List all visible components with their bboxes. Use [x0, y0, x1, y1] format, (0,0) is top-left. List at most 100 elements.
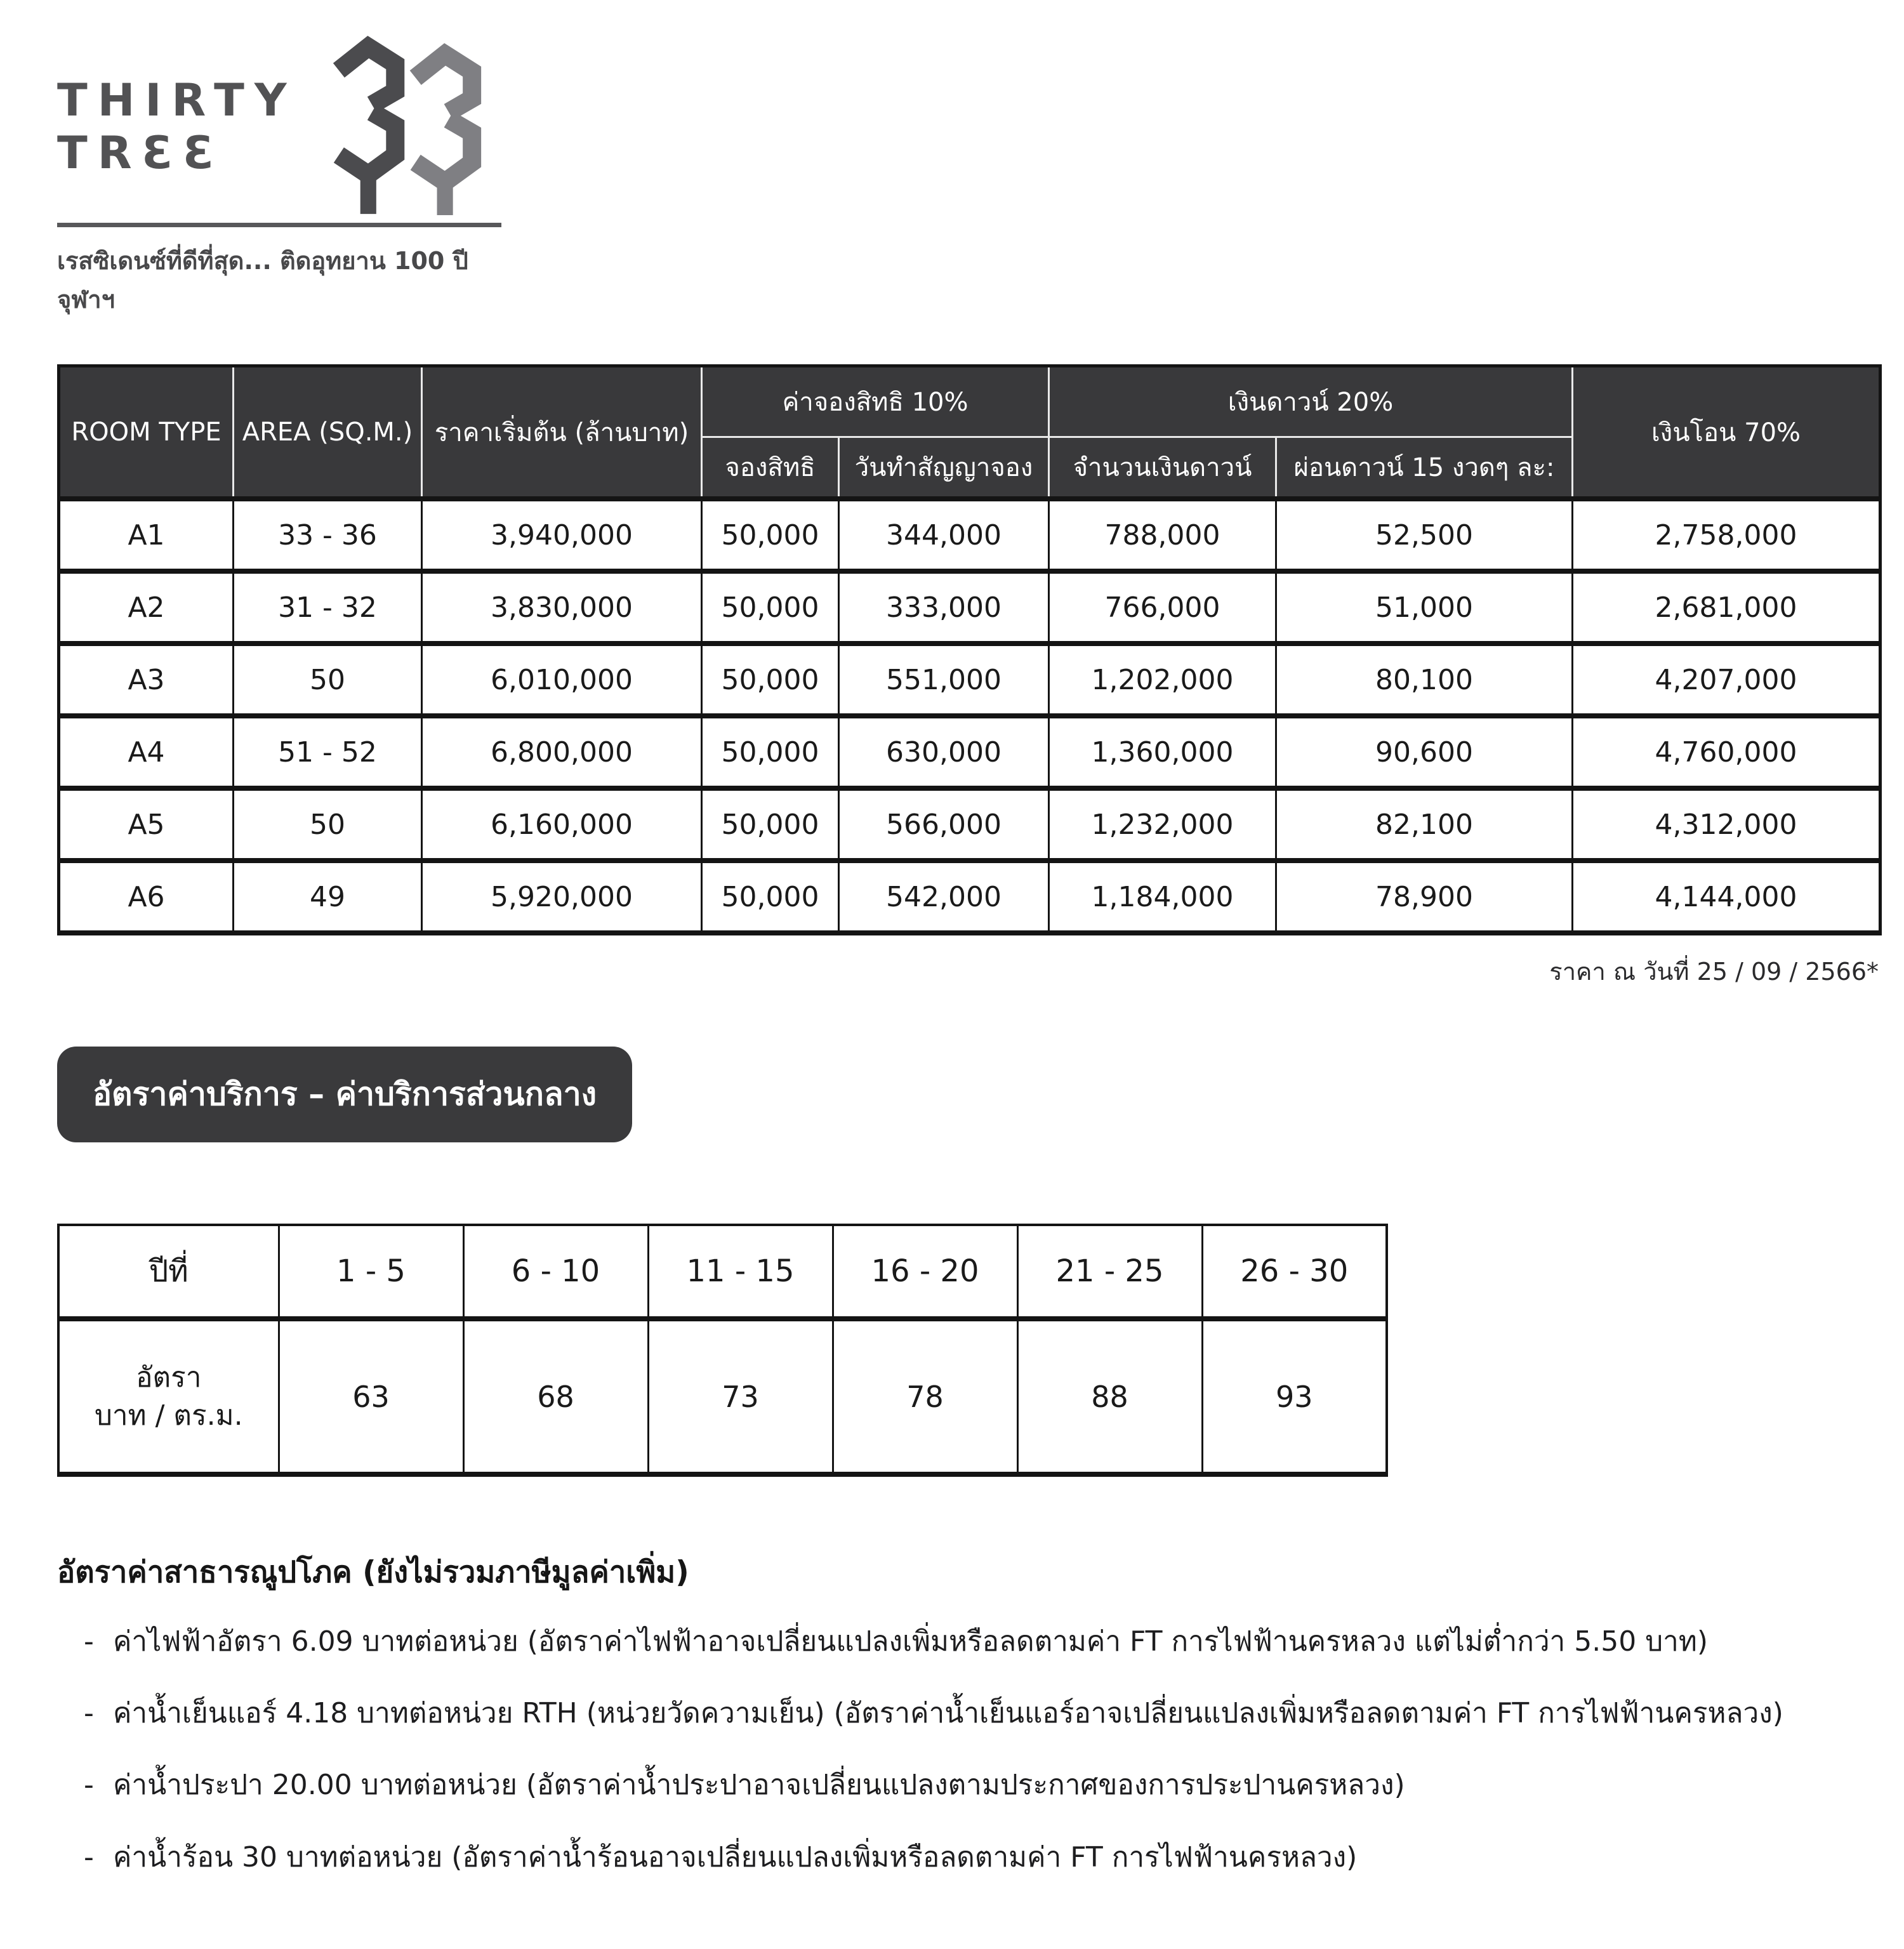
- service-year-range: 1 - 5: [277, 1224, 465, 1320]
- cell-room-type: A4: [58, 713, 234, 790]
- cell-installment: 78,900: [1274, 858, 1574, 935]
- cell-transfer: 2,681,000: [1571, 569, 1882, 645]
- bullet-dash: -: [84, 1769, 94, 1802]
- utility-item-text: ค่าน้ำประปา 20.00 บาทต่อหน่วย (อัตราค่าน…: [113, 1769, 1405, 1802]
- cell-down: 788,000: [1048, 496, 1277, 572]
- cell-booking: 50,000: [701, 496, 840, 572]
- cell-area: 51 - 52: [232, 713, 423, 790]
- col-header-down-amount: จำนวนเงินดาวน์: [1048, 436, 1277, 500]
- cell-room-type: A6: [58, 858, 234, 935]
- cell-down: 1,202,000: [1048, 641, 1277, 717]
- service-rates-row: อัตรา บาท / ตร.ม. 63 68 73 78 88 93: [57, 1316, 1388, 1477]
- cell-area: 33 - 36: [232, 496, 423, 572]
- col-header-starting-price: ราคาเริ่มต้น (ล้านบาท): [421, 365, 703, 500]
- cell-contract: 551,000: [838, 641, 1050, 717]
- list-item: - ค่าน้ำร้อน 30 บาทต่อหน่วย (อัตราค่าน้ำ…: [57, 1839, 1879, 1875]
- cell-down: 1,360,000: [1048, 713, 1277, 790]
- cell-booking: 50,000: [701, 569, 840, 645]
- service-year-range: 11 - 15: [647, 1224, 834, 1320]
- service-year-range: 6 - 10: [462, 1224, 649, 1320]
- col-header-transfer: เงินโอน 70%: [1571, 365, 1882, 500]
- cell-price: 6,010,000: [421, 641, 703, 717]
- service-rate-label-line2: บาท / ตร.ม.: [94, 1399, 243, 1432]
- cell-contract: 630,000: [838, 713, 1050, 790]
- cell-room-type: A5: [58, 786, 234, 862]
- price-table-header: ROOM TYPE AREA (SQ.M.) ราคาเริ่มต้น (ล้า…: [58, 365, 1882, 500]
- cell-transfer: 4,144,000: [1571, 858, 1882, 935]
- cell-installment: 51,000: [1274, 569, 1574, 645]
- service-year-label: ปีที่: [57, 1224, 280, 1320]
- table-row: A6 49 5,920,000 50,000 542,000 1,184,000…: [58, 858, 1882, 935]
- cell-booking: 50,000: [701, 858, 840, 935]
- cell-contract: 566,000: [838, 786, 1050, 862]
- cell-booking: 50,000: [701, 641, 840, 717]
- service-rate-value: 88: [1016, 1316, 1203, 1477]
- cell-down: 1,232,000: [1048, 786, 1277, 862]
- service-rate-value: 93: [1201, 1316, 1388, 1477]
- price-date-note: ราคา ณ วันที่ 25 / 09 / 2566*: [1549, 958, 1879, 986]
- cell-area: 50: [232, 786, 423, 862]
- cell-room-type: A1: [58, 496, 234, 572]
- table-row: A5 50 6,160,000 50,000 566,000 1,232,000…: [58, 786, 1882, 862]
- col-header-booking: จองสิทธิ: [701, 436, 840, 500]
- utility-item-text: ค่าน้ำเย็นแอร์ 4.18 บาทต่อหน่วย RTH (หน่…: [113, 1697, 1783, 1730]
- cell-area: 50: [232, 641, 423, 717]
- logo-33-tree-icon: [333, 36, 481, 215]
- col-header-down-group: เงินดาวน์ 20%: [1047, 365, 1574, 438]
- cell-area: 31 - 32: [232, 569, 423, 645]
- cell-down: 766,000: [1048, 569, 1277, 645]
- cell-price: 3,830,000: [421, 569, 703, 645]
- cell-transfer: 2,758,000: [1571, 496, 1882, 572]
- price-table-body: A1 33 - 36 3,940,000 50,000 344,000 788,…: [58, 496, 1882, 935]
- cell-room-type: A3: [58, 641, 234, 717]
- cell-room-type: A2: [58, 569, 234, 645]
- list-item: - ค่าน้ำเย็นแอร์ 4.18 บาทต่อหน่วย RTH (ห…: [57, 1695, 1879, 1731]
- brand-header: THIRTY TRƐƐ เรสซิเดนซ์ที่ดีที่สุด... ติด…: [57, 35, 508, 319]
- cell-installment: 52,500: [1274, 496, 1574, 572]
- service-rate-label: อัตรา บาท / ตร.ม.: [57, 1316, 280, 1477]
- col-header-room-type: ROOM TYPE: [58, 365, 234, 500]
- cell-contract: 344,000: [838, 496, 1050, 572]
- service-years-row: ปีที่ 1 - 5 6 - 10 11 - 15 16 - 20 21 - …: [57, 1224, 1388, 1320]
- table-row: A4 51 - 52 6,800,000 50,000 630,000 1,36…: [58, 713, 1882, 790]
- service-year-range: 21 - 25: [1016, 1224, 1203, 1320]
- cell-price: 6,800,000: [421, 713, 703, 790]
- service-fee-badge: อัตราค่าบริการ – ค่าบริการส่วนกลาง: [57, 1047, 633, 1142]
- cell-transfer: 4,760,000: [1571, 713, 1882, 790]
- cell-transfer: 4,312,000: [1571, 786, 1882, 862]
- cell-booking: 50,000: [701, 713, 840, 790]
- utility-item-text: ค่าน้ำร้อน 30 บาทต่อหน่วย (อัตราค่าน้ำร้…: [113, 1840, 1358, 1873]
- service-year-range: 16 - 20: [831, 1224, 1019, 1320]
- col-header-contract-day: วันทำสัญญาจอง: [838, 436, 1050, 500]
- cell-installment: 90,600: [1274, 713, 1574, 790]
- col-header-down-installment: ผ่อนดาวน์ 15 งวดๆ ละ:: [1274, 436, 1574, 500]
- logo-underline: [57, 223, 501, 227]
- service-rate-value: 63: [277, 1316, 465, 1477]
- utilities-heading: อัตราค่าสาธารณูปโภค (ยังไม่รวมภาษีมูลค่า…: [57, 1555, 689, 1590]
- price-table: ROOM TYPE AREA (SQ.M.) ราคาเริ่มต้น (ล้า…: [57, 364, 1882, 935]
- cell-transfer: 4,207,000: [1571, 641, 1882, 717]
- table-row: A2 31 - 32 3,830,000 50,000 333,000 766,…: [58, 569, 1882, 645]
- cell-installment: 82,100: [1274, 786, 1574, 862]
- cell-installment: 80,100: [1274, 641, 1574, 717]
- cell-price: 6,160,000: [421, 786, 703, 862]
- service-rate-table: ปีที่ 1 - 5 6 - 10 11 - 15 16 - 20 21 - …: [57, 1224, 1388, 1477]
- service-year-range: 26 - 30: [1201, 1224, 1388, 1320]
- list-item: - ค่าน้ำประปา 20.00 บาทต่อหน่วย (อัตราค่…: [57, 1767, 1879, 1803]
- col-header-booking-group: ค่าจองสิทธิ 10%: [701, 365, 1050, 438]
- list-item: - ค่าไฟฟ้าอัตรา 6.09 บาทต่อหน่วย (อัตราค…: [57, 1623, 1879, 1660]
- cell-area: 49: [232, 858, 423, 935]
- col-header-area: AREA (SQ.M.): [232, 365, 423, 500]
- logo-wordmark-line1: THIRTY: [57, 74, 297, 126]
- cell-down: 1,184,000: [1048, 858, 1277, 935]
- table-row: A1 33 - 36 3,940,000 50,000 344,000 788,…: [58, 496, 1882, 572]
- cell-contract: 542,000: [838, 858, 1050, 935]
- cell-booking: 50,000: [701, 786, 840, 862]
- bullet-dash: -: [84, 1625, 94, 1658]
- service-rate-value: 68: [462, 1316, 649, 1477]
- service-rate-value: 78: [831, 1316, 1019, 1477]
- logo-wordmark-line2: TRƐƐ: [57, 126, 225, 179]
- bullet-dash: -: [84, 1697, 94, 1730]
- cell-price: 5,920,000: [421, 858, 703, 935]
